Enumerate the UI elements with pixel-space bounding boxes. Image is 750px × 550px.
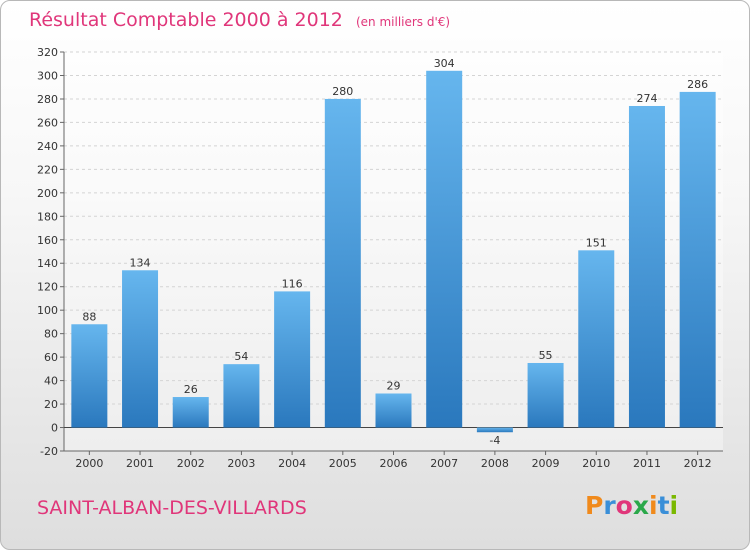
data-label: 280 — [332, 85, 353, 98]
y-tick-label: 80 — [44, 328, 58, 341]
x-tick-label: 2005 — [329, 457, 357, 470]
data-label: 55 — [539, 349, 553, 362]
data-label: 26 — [184, 383, 198, 396]
logo-letter: i — [649, 491, 658, 520]
logo-letter: t — [657, 491, 670, 520]
x-tick-label: 2009 — [532, 457, 560, 470]
data-label: 274 — [636, 92, 657, 105]
y-tick-label: 240 — [37, 140, 58, 153]
bar — [223, 364, 260, 428]
y-tick-label: 200 — [37, 187, 58, 200]
x-tick-label: 2007 — [430, 457, 458, 470]
y-tick-label: 20 — [44, 398, 58, 411]
x-tick-label: 2004 — [278, 457, 306, 470]
y-tick-label: 60 — [44, 351, 58, 364]
y-tick-label: -20 — [40, 445, 58, 458]
y-tick-label: 320 — [37, 46, 58, 59]
x-tick-label: 2006 — [380, 457, 408, 470]
data-label: 286 — [687, 78, 708, 91]
logo-letter: o — [615, 491, 633, 520]
data-label: 134 — [130, 256, 151, 269]
y-tick-label: 120 — [37, 281, 58, 294]
data-label: 304 — [434, 57, 455, 70]
logo-letter: i — [669, 491, 679, 520]
bar — [628, 105, 665, 428]
bar — [324, 98, 361, 428]
data-label: 29 — [387, 379, 401, 392]
proxiti-logo: Proxiti — [585, 491, 678, 520]
y-tick-label: 100 — [37, 304, 58, 317]
y-tick-label: 280 — [37, 93, 58, 106]
data-label: 54 — [234, 350, 248, 363]
bar — [426, 70, 463, 428]
x-tick-label: 2003 — [227, 457, 255, 470]
x-tick-label: 2011 — [633, 457, 661, 470]
y-tick-label: 180 — [37, 210, 58, 223]
chart-title-text: Résultat Comptable 2000 à 2012 — [29, 9, 343, 31]
data-label: 88 — [82, 310, 96, 323]
x-tick-label: 2008 — [481, 457, 509, 470]
x-tick-label: 2002 — [177, 457, 205, 470]
bar — [274, 291, 311, 428]
logo-letter: P — [585, 491, 604, 520]
bar — [71, 324, 108, 428]
y-tick-label: 0 — [51, 422, 58, 435]
chart-title: Résultat Comptable 2000 à 2012 (en milli… — [29, 9, 450, 31]
y-tick-label: 220 — [37, 163, 58, 176]
bar — [375, 393, 412, 428]
data-label: 151 — [586, 236, 607, 249]
y-tick-label: 160 — [37, 234, 58, 247]
y-tick-label: 140 — [37, 257, 58, 270]
place-name: SAINT-ALBAN-DES-VILLARDS — [37, 497, 307, 519]
x-tick-label: 2012 — [684, 457, 712, 470]
logo-letter: r — [603, 491, 616, 520]
y-tick-label: 40 — [44, 375, 58, 388]
bar — [527, 362, 564, 428]
y-tick-label: 260 — [37, 116, 58, 129]
data-label: -4 — [489, 434, 500, 447]
y-tick-label: 300 — [37, 69, 58, 82]
bar — [172, 397, 209, 428]
x-tick-label: 2010 — [582, 457, 610, 470]
chart-unit-note: (en milliers d'€) — [355, 15, 451, 29]
x-tick-label: 2001 — [126, 457, 154, 470]
bar — [578, 250, 615, 428]
logo-letter: x — [632, 491, 649, 520]
bar — [679, 91, 716, 428]
bar — [122, 270, 159, 428]
x-tick-label: 2000 — [75, 457, 103, 470]
data-label: 116 — [282, 277, 303, 290]
bar — [476, 427, 513, 433]
